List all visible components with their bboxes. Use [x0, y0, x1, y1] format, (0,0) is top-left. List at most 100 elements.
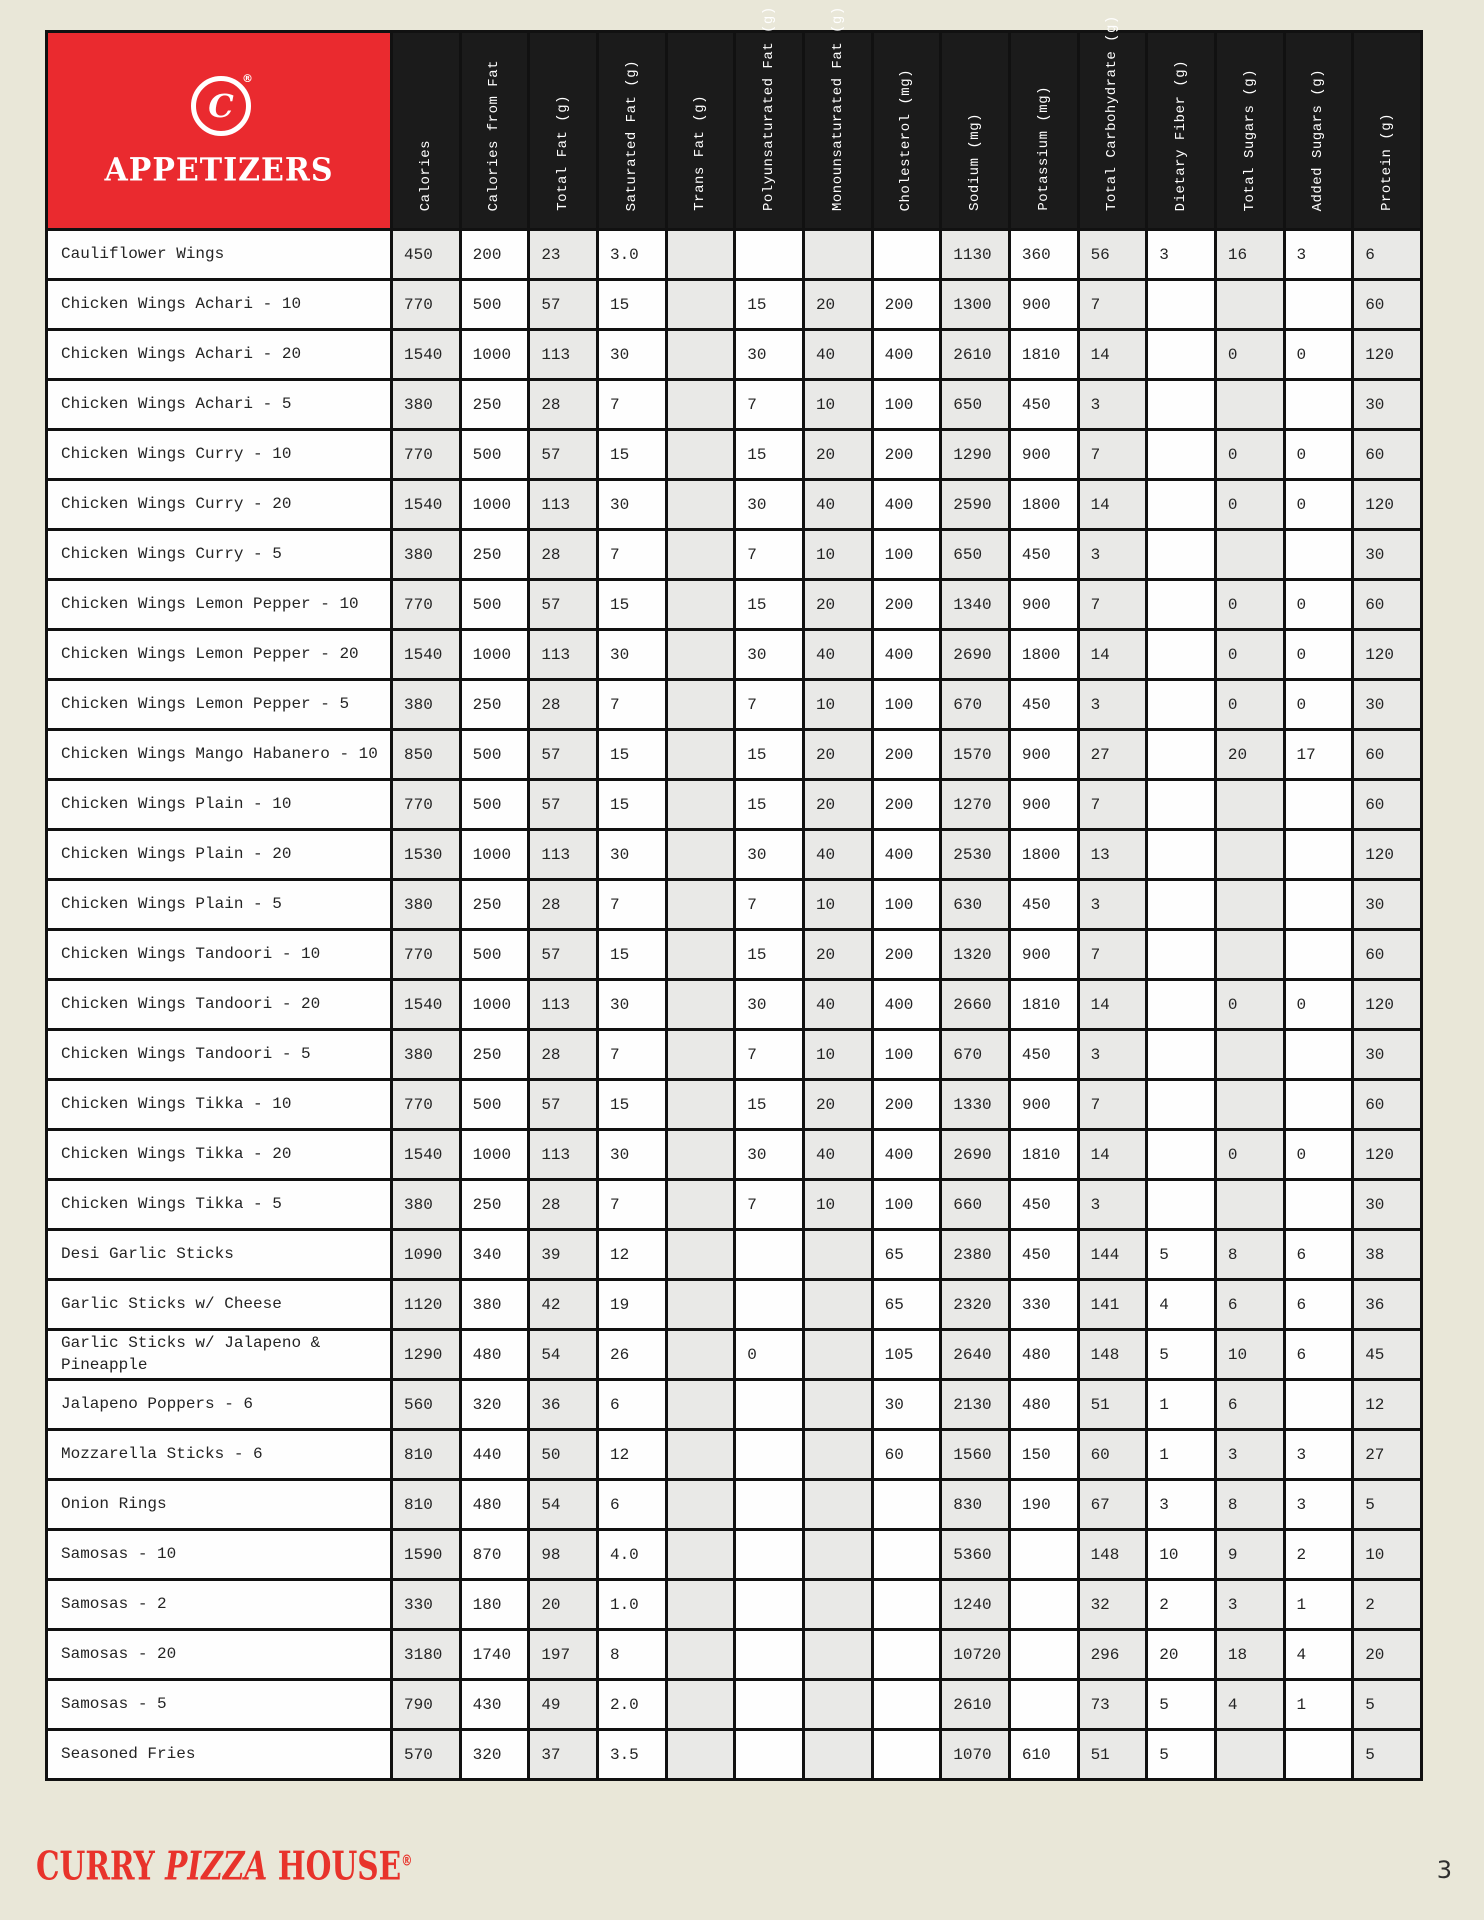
value-cell: 360 — [1007, 228, 1080, 281]
value-cell: 6 — [1282, 1228, 1355, 1281]
value-cell: 15 — [595, 1078, 668, 1131]
value-cell: 39 — [527, 1228, 599, 1281]
value-cell: 2320 — [939, 1278, 1011, 1331]
value-cell: 560 — [390, 1378, 462, 1432]
value-cell: 1810 — [1007, 1128, 1080, 1181]
value-cell: 5360 — [939, 1528, 1011, 1582]
value-cell: 1740 — [458, 1628, 531, 1682]
value-cell: 3 — [1076, 378, 1149, 431]
value-cell: 28 — [527, 678, 599, 731]
item-name-cell: Desi Garlic Sticks — [45, 1228, 393, 1281]
value-cell: 2690 — [939, 1128, 1011, 1181]
table-row: Chicken Wings Curry - 5 380 250 28 7 7 10 100 65… — [45, 528, 1423, 581]
value-cell: 30 — [1351, 528, 1423, 581]
item-name-cell: Cauliflower Wings — [45, 228, 393, 281]
value-cell: 98 — [527, 1528, 599, 1582]
value-cell: 1000 — [458, 828, 531, 881]
value-cell: 3 — [1213, 1578, 1286, 1632]
table-row: Garlic Sticks w/ Jalapeno & Pineapple 129… — [45, 1327, 1423, 1382]
value-cell: 1560 — [939, 1428, 1011, 1482]
item-name-cell: Chicken Wings Tandoori - 5 — [45, 1028, 393, 1081]
value-cell: 30 — [1351, 378, 1423, 431]
value-cell: 3.5 — [595, 1728, 668, 1782]
value-cell — [1282, 1178, 1355, 1231]
value-cell: 1240 — [939, 1578, 1011, 1632]
value-cell — [664, 1028, 737, 1081]
value-cell: 10720 — [939, 1628, 1011, 1682]
table-row: Chicken Wings Tikka - 10 770 500 57 15 15 20 20… — [45, 1078, 1423, 1131]
value-cell: 3180 — [390, 1628, 462, 1682]
value-cell: 440 — [458, 1428, 531, 1482]
item-name-cell: Chicken Wings Tandoori - 10 — [45, 928, 393, 981]
value-cell — [1145, 478, 1217, 531]
table-row: Cauliflower Wings 450 200 23 3.0 1130 360 56 3 16… — [45, 228, 1423, 281]
table-row: Samosas - 10 1590 870 98 4.0 5360 148 10 9 2 10 — [45, 1528, 1423, 1582]
value-cell: 10 — [1351, 1528, 1423, 1582]
value-cell: 57 — [527, 278, 599, 331]
value-cell: 1 — [1145, 1428, 1217, 1482]
value-cell — [1282, 828, 1355, 881]
value-cell: 57 — [527, 578, 599, 631]
value-cell: 400 — [870, 328, 943, 381]
value-cell: 9 — [1213, 1528, 1286, 1582]
value-cell: 7 — [595, 1028, 668, 1081]
value-cell: 7 — [595, 378, 668, 431]
footer-brand-word: HOUSE — [277, 1842, 402, 1890]
value-cell: 0 — [1213, 978, 1286, 1031]
value-cell: 40 — [801, 328, 874, 381]
value-cell: 330 — [390, 1578, 462, 1632]
value-cell: 0 — [1213, 478, 1286, 531]
item-name-cell: Chicken Wings Curry - 5 — [45, 528, 393, 581]
value-cell: 113 — [527, 1128, 599, 1181]
page-title: APPETIZERS — [104, 151, 334, 189]
value-cell: 36 — [1351, 1278, 1423, 1331]
value-cell: 20 — [801, 928, 874, 981]
nutrition-table-wrap: C ® APPETIZERS Calories Calories from Fat… — [45, 6, 1423, 1782]
value-cell: 30 — [733, 328, 805, 381]
value-cell — [801, 1278, 874, 1331]
value-cell: 200 — [458, 228, 531, 281]
table-row: Chicken Wings Curry - 10 770 500 57 15 15 20 20… — [45, 428, 1423, 481]
value-cell: 100 — [870, 1028, 943, 1081]
value-cell: 1270 — [939, 778, 1011, 831]
value-cell: 0 — [1282, 478, 1355, 531]
nutrition-table: C ® APPETIZERS Calories Calories from Fat… — [45, 6, 1423, 1782]
value-cell — [733, 228, 805, 281]
value-cell: 450 — [1007, 878, 1080, 931]
value-cell: 1120 — [390, 1278, 462, 1331]
item-name-cell: Garlic Sticks w/ Cheese — [45, 1278, 393, 1331]
value-cell: 23 — [527, 228, 599, 281]
value-cell: 30 — [1351, 1178, 1423, 1231]
value-cell: 30 — [870, 1378, 943, 1432]
item-name-cell: Chicken Wings Tikka - 5 — [45, 1178, 393, 1231]
column-header: Potassium (mg) — [1007, 30, 1080, 231]
value-cell — [664, 1128, 737, 1181]
value-cell — [1213, 528, 1286, 581]
value-cell: 1.0 — [595, 1578, 668, 1632]
value-cell: 7 — [733, 1178, 805, 1231]
value-cell: 8 — [1213, 1228, 1286, 1281]
value-cell: 7 — [1076, 1078, 1149, 1131]
value-cell: 60 — [1351, 928, 1423, 981]
value-cell: 14 — [1076, 628, 1149, 681]
column-header-label: Saturated Fat (g) — [623, 59, 640, 211]
value-cell: 2 — [1282, 1528, 1355, 1582]
value-cell: 670 — [939, 1028, 1011, 1081]
value-cell: 500 — [458, 1078, 531, 1131]
value-cell — [1007, 1528, 1080, 1582]
value-cell: 3 — [1282, 228, 1355, 281]
column-header-label: Total Fat (g) — [555, 95, 572, 211]
value-cell — [801, 1728, 874, 1782]
column-header-label: Calories — [417, 139, 434, 211]
value-cell — [1213, 928, 1286, 981]
column-header: Cholesterol (mg) — [870, 30, 943, 231]
column-header: Calories — [390, 30, 462, 231]
value-cell: 770 — [390, 1078, 462, 1131]
value-cell: 12 — [1351, 1378, 1423, 1432]
value-cell: 1570 — [939, 728, 1011, 781]
value-cell: 0 — [1282, 1128, 1355, 1181]
value-cell: 6 — [1213, 1378, 1286, 1432]
column-header-label: Sodium (mg) — [967, 113, 984, 211]
value-cell: 7 — [595, 1178, 668, 1231]
value-cell: 57 — [527, 728, 599, 781]
